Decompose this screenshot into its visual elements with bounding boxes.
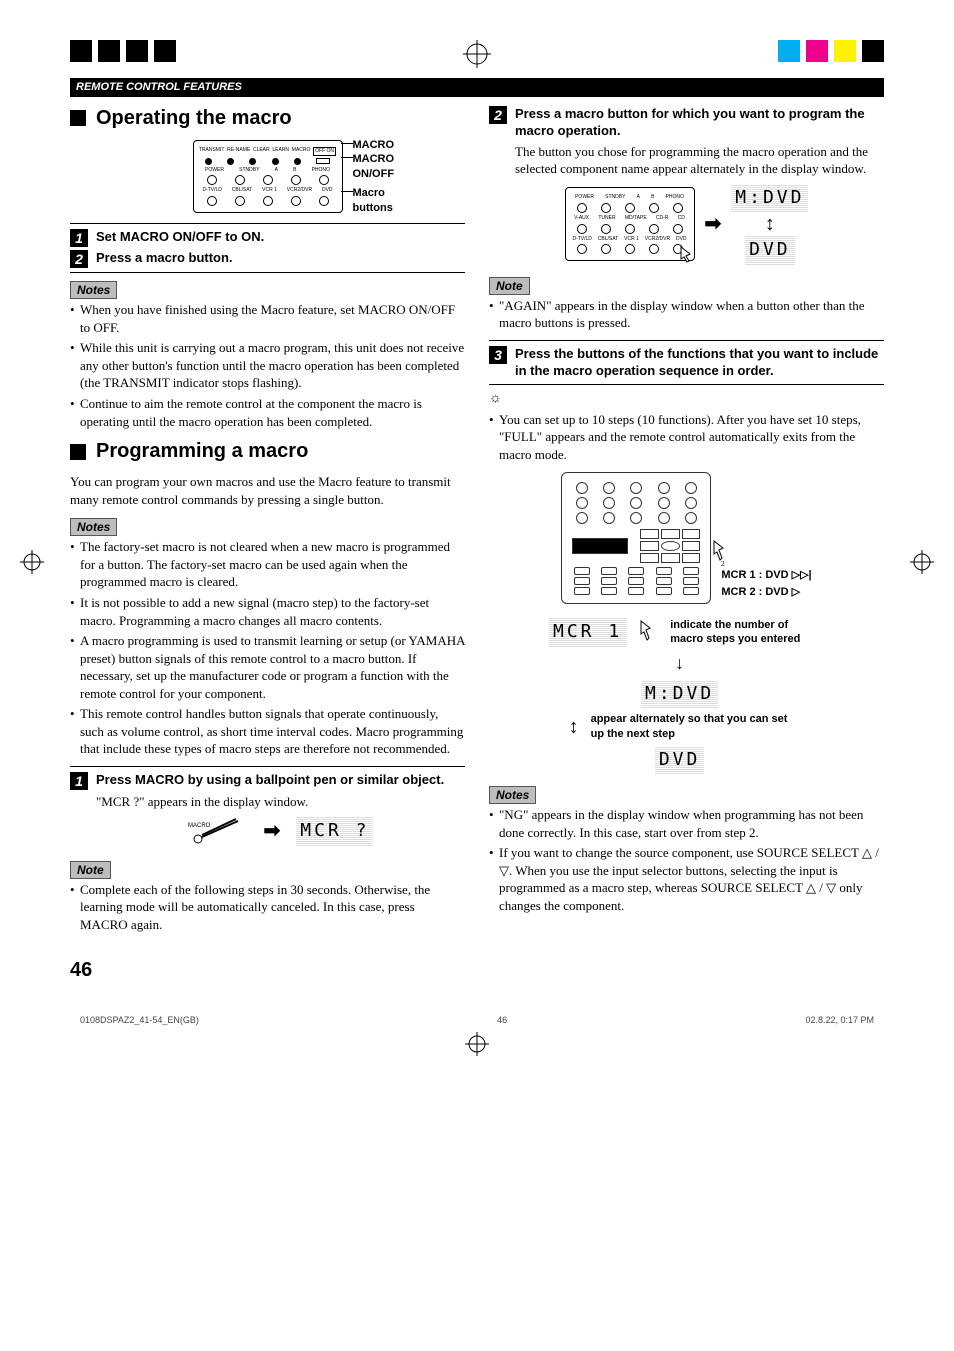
step-prog-2-sub: The button you chose for programming the… xyxy=(515,143,884,178)
note-item: You can set up to 10 steps (10 functions… xyxy=(489,411,884,464)
notes-label-2: Notes xyxy=(70,518,117,536)
note-item: While this unit is carrying out a macro … xyxy=(70,339,465,392)
note-item: This remote control handles button signa… xyxy=(70,705,465,758)
note-item: If you want to change the source compone… xyxy=(489,844,884,914)
label-macro-buttons: Macro buttons xyxy=(353,186,393,216)
down-arrow-icon: ↓ xyxy=(675,651,684,675)
notes-label-final: Notes xyxy=(489,786,536,804)
note-item: When you have finished using the Macro f… xyxy=(70,301,465,336)
step2-figure: POWERSTNDBYABPHONO V-AUXTUNERMD/TAPECD-R… xyxy=(489,184,884,265)
heading-operating: Operating the macro xyxy=(70,105,465,132)
note-item: A macro programming is used to transmit … xyxy=(70,632,465,702)
footer-left: 0108DSPAZ2_41-54_EN(GB) xyxy=(80,1014,199,1026)
note-prog-2: "AGAIN" appears in the display window wh… xyxy=(489,297,884,332)
step-prog-1-num: 1 xyxy=(70,772,88,790)
notes-final: "NG" appears in the display window when … xyxy=(489,806,884,914)
notes-operating: When you have finished using the Macro f… xyxy=(70,301,465,430)
notes-programming: The factory-set macro is not cleared whe… xyxy=(70,538,465,758)
mcr-line-2: MCR 2 : DVD ▷ xyxy=(721,585,811,600)
side-crosshair-right xyxy=(910,550,934,579)
label-macro: MACRO xyxy=(353,138,395,153)
svg-text:2: 2 xyxy=(721,560,725,566)
finger-press-icon xyxy=(678,244,698,264)
finger-press-icon: 2 xyxy=(711,538,727,566)
lcd-m-dvd-2: M:DVD xyxy=(641,680,718,708)
mcr-line-1: MCR 1 : DVD ▷▷| xyxy=(721,568,811,583)
footer: 0108DSPAZ2_41-54_EN(GB) 46 02.8.22, 0:17… xyxy=(70,1014,884,1026)
step-1-text: Set MACRO ON/OFF to ON. xyxy=(96,228,264,246)
heading-programming-text: Programming a macro xyxy=(96,438,308,465)
side-crosshair-left xyxy=(20,550,44,579)
section-header: REMOTE CONTROL FEATURES xyxy=(70,78,884,97)
note-label-prog2: Note xyxy=(489,277,530,295)
arrow-right-icon: ➡ xyxy=(705,211,722,238)
lcd-dvd-2: DVD xyxy=(655,746,705,774)
lcd-mcr-1: MCR 1 xyxy=(549,618,626,646)
updown-arrow-icon: ↕ xyxy=(569,719,579,735)
finger-press-icon xyxy=(638,618,658,646)
note-item: "AGAIN" appears in the display window wh… xyxy=(489,297,884,332)
step-prog-2-text: Press a macro button for which you want … xyxy=(515,105,884,140)
notes-label-1: Notes xyxy=(70,281,117,299)
label-macro-onoff: MACRO ON/OFF xyxy=(353,152,395,182)
registration-marks xyxy=(70,40,884,70)
note-prog-1: Complete each of the following steps in … xyxy=(70,881,465,934)
caption-alternate: appear alternately so that you can set u… xyxy=(591,712,791,742)
programming-intro: You can program your own macros and use … xyxy=(70,473,465,508)
remote-large-diagram xyxy=(561,472,711,604)
page-number: 46 xyxy=(70,957,884,984)
note-item: "NG" appears in the display window when … xyxy=(489,806,884,841)
step-number-1: 1 xyxy=(70,229,88,247)
footer-right: 02.8.22, 0:17 PM xyxy=(805,1014,874,1026)
updown-arrow-icon: ↕ xyxy=(765,216,775,232)
step3-figure: 2 MCR 1 : DVD ▷▷| MCR 2 : DVD ▷ MCR 1 xyxy=(489,472,884,774)
lcd-m-dvd-1: M:DVD xyxy=(731,184,808,212)
note-item: It is not possible to add a new signal (… xyxy=(70,594,465,629)
heading-operating-text: Operating the macro xyxy=(96,105,292,132)
bottom-crosshair xyxy=(70,1032,884,1061)
step-prog-3-num: 3 xyxy=(489,346,507,364)
footer-center: 46 xyxy=(497,1014,507,1026)
caption-indicate: indicate the number of macro steps you e… xyxy=(670,618,810,648)
lcd-mcr-q: MCR ? xyxy=(296,817,373,845)
tip-icon xyxy=(489,389,884,409)
pen-diagram: MACRO ➡ MCR ? xyxy=(96,817,465,847)
lcd-dvd-1: DVD xyxy=(745,236,795,264)
step-prog-1-sub: "MCR ?" appears in the display window. xyxy=(96,793,465,811)
step-number-2: 2 xyxy=(70,250,88,268)
step-prog-2-num: 2 xyxy=(489,106,507,124)
arrow-right-icon: ➡ xyxy=(264,818,281,845)
pen-icon: MACRO xyxy=(188,817,248,847)
svg-text:MACRO: MACRO xyxy=(188,823,211,829)
note-item: Complete each of the following steps in … xyxy=(70,881,465,934)
note-item: Continue to aim the remote control at th… xyxy=(70,395,465,430)
remote-diagram-top: TRANSMITRE-NAMECLEARLEARNMACROOFF ON POW… xyxy=(70,140,465,213)
step-prog-1-text: Press MACRO by using a ballpoint pen or … xyxy=(96,771,444,789)
note-label-prog1: Note xyxy=(70,861,111,879)
step-2-text: Press a macro button. xyxy=(96,249,233,267)
tip-prog-3: You can set up to 10 steps (10 functions… xyxy=(489,411,884,464)
heading-programming: Programming a macro xyxy=(70,438,465,465)
step-prog-3-text: Press the buttons of the functions that … xyxy=(515,345,884,380)
note-item: The factory-set macro is not cleared whe… xyxy=(70,538,465,591)
crosshair-icon xyxy=(463,40,491,68)
